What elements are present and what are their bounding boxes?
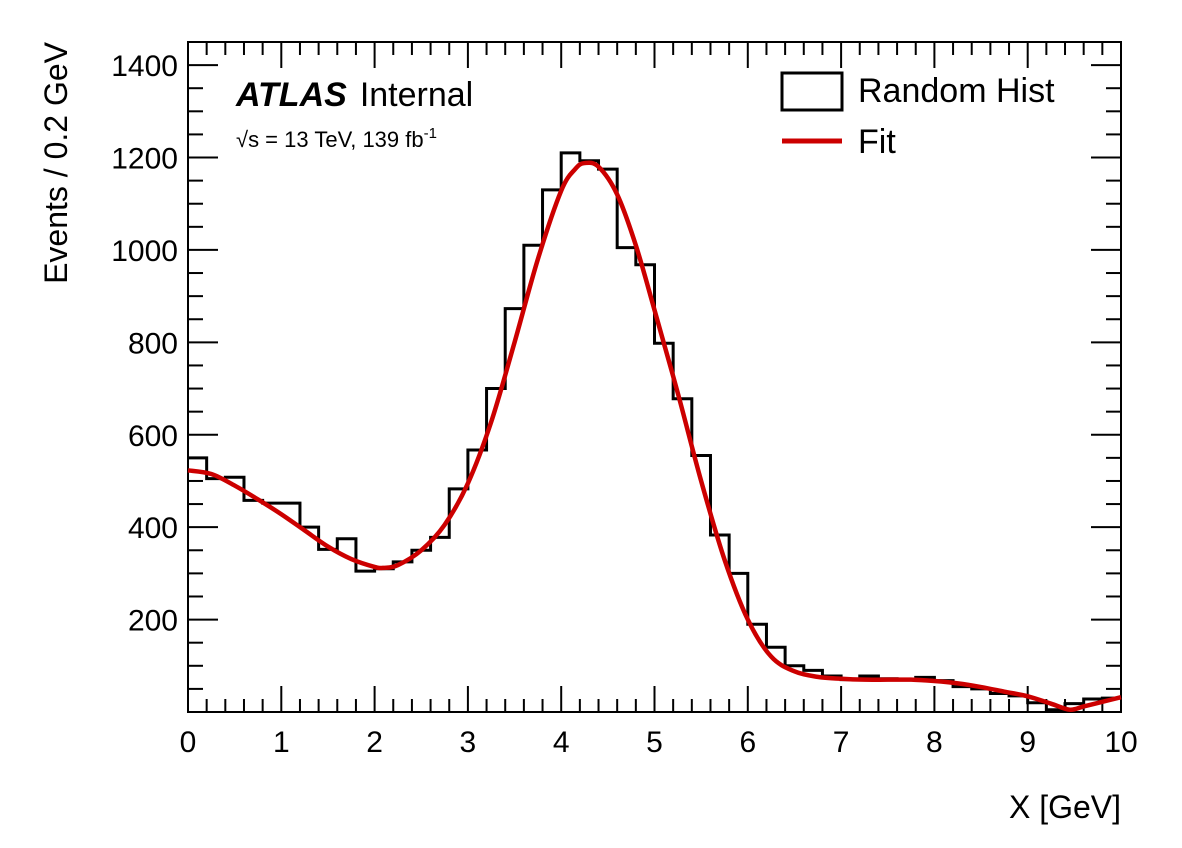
x-tick-label: 10 — [1104, 726, 1137, 759]
axis-ticks — [187, 41, 1122, 713]
x-tick-label: 8 — [926, 726, 943, 759]
histogram-bin — [617, 248, 636, 712]
histogram-bin — [655, 343, 674, 712]
histogram-bin — [281, 503, 300, 712]
histogram-bin — [990, 694, 1009, 712]
histogram-bins — [188, 153, 1121, 712]
x-tick-label: 9 — [1019, 726, 1036, 759]
histogram-bin — [543, 190, 562, 712]
histogram-bin — [636, 265, 655, 712]
histogram-bin — [692, 456, 711, 712]
x-tick-labels: 0 1 2 3 4 5 6 7 8 9 10 — [180, 726, 1138, 759]
atlas-status: Internal — [360, 76, 473, 114]
histogram-bin — [673, 399, 692, 712]
histogram-bin — [841, 680, 860, 712]
y-axis-title: Events / 0.2 GeV — [38, 41, 74, 284]
energy-lumi-superscript: -1 — [424, 125, 437, 142]
x-tick-label: 4 — [553, 726, 570, 759]
fit-curve — [187, 160, 1122, 712]
histogram-bin — [953, 687, 972, 712]
x-tick-label: 0 — [180, 726, 197, 759]
histogram-bin — [449, 489, 468, 712]
histogram-bin — [1009, 696, 1028, 712]
y-tick-label: 1400 — [111, 50, 178, 83]
legend-label-hist: Random Hist — [858, 72, 1055, 110]
histogram-bin — [207, 479, 226, 712]
histogram-bin — [225, 477, 244, 712]
legend-label-fit: Fit — [858, 123, 896, 161]
x-tick-label: 5 — [646, 726, 663, 759]
x-tick-label: 1 — [273, 726, 290, 759]
histogram-bin — [319, 549, 338, 712]
histogram-bin — [822, 676, 841, 712]
atlas-experiment: ATLAS — [235, 76, 347, 114]
y-tick-label: 200 — [128, 605, 178, 638]
y-tick-label: 1200 — [111, 143, 178, 176]
x-tick-label: 7 — [833, 726, 850, 759]
y-tick-label: 800 — [128, 327, 178, 360]
histogram-bin — [188, 458, 207, 712]
histogram-bin — [337, 539, 356, 712]
y-tick-label: 400 — [128, 512, 178, 545]
histogram-bin — [524, 245, 543, 712]
histogram-bin — [468, 450, 487, 712]
histogram-bin — [599, 169, 618, 712]
histogram-steps — [188, 151, 1121, 712]
energy-lumi-label: √s = 13 TeV, 139 fb-1 — [236, 125, 437, 152]
histogram-bin — [972, 689, 991, 712]
y-tick-label: 600 — [128, 420, 178, 453]
legend: Random Hist Fit — [780, 71, 1055, 161]
x-axis-title: X [GeV] — [1009, 789, 1121, 825]
histogram-bin — [878, 679, 897, 712]
histogram-bin — [412, 550, 431, 712]
histogram-bin — [431, 537, 450, 712]
histogram-bin — [375, 569, 394, 712]
histogram-bin — [897, 680, 916, 712]
histogram-bin — [561, 153, 580, 712]
histogram-bin — [300, 527, 319, 712]
histogram-bin — [356, 571, 375, 712]
x-tick-label: 3 — [460, 726, 477, 759]
histogram-bin — [393, 562, 412, 712]
y-tick-label: 1000 — [111, 235, 178, 268]
y-tick-labels: 200 400 600 800 1000 1200 1400 — [111, 50, 178, 637]
histogram-bin — [263, 503, 282, 712]
atlas-label: ATLAS Internal — [235, 76, 473, 114]
histogram-bin — [934, 681, 953, 712]
x-tick-label: 2 — [366, 726, 383, 759]
histogram-bin — [244, 500, 263, 712]
legend-swatch-hist — [780, 71, 844, 112]
histogram-bin — [487, 389, 506, 712]
x-tick-label: 6 — [739, 726, 756, 759]
energy-lumi-text: √s = 13 TeV, 139 fb — [236, 127, 424, 152]
histogram-bin — [580, 161, 599, 712]
